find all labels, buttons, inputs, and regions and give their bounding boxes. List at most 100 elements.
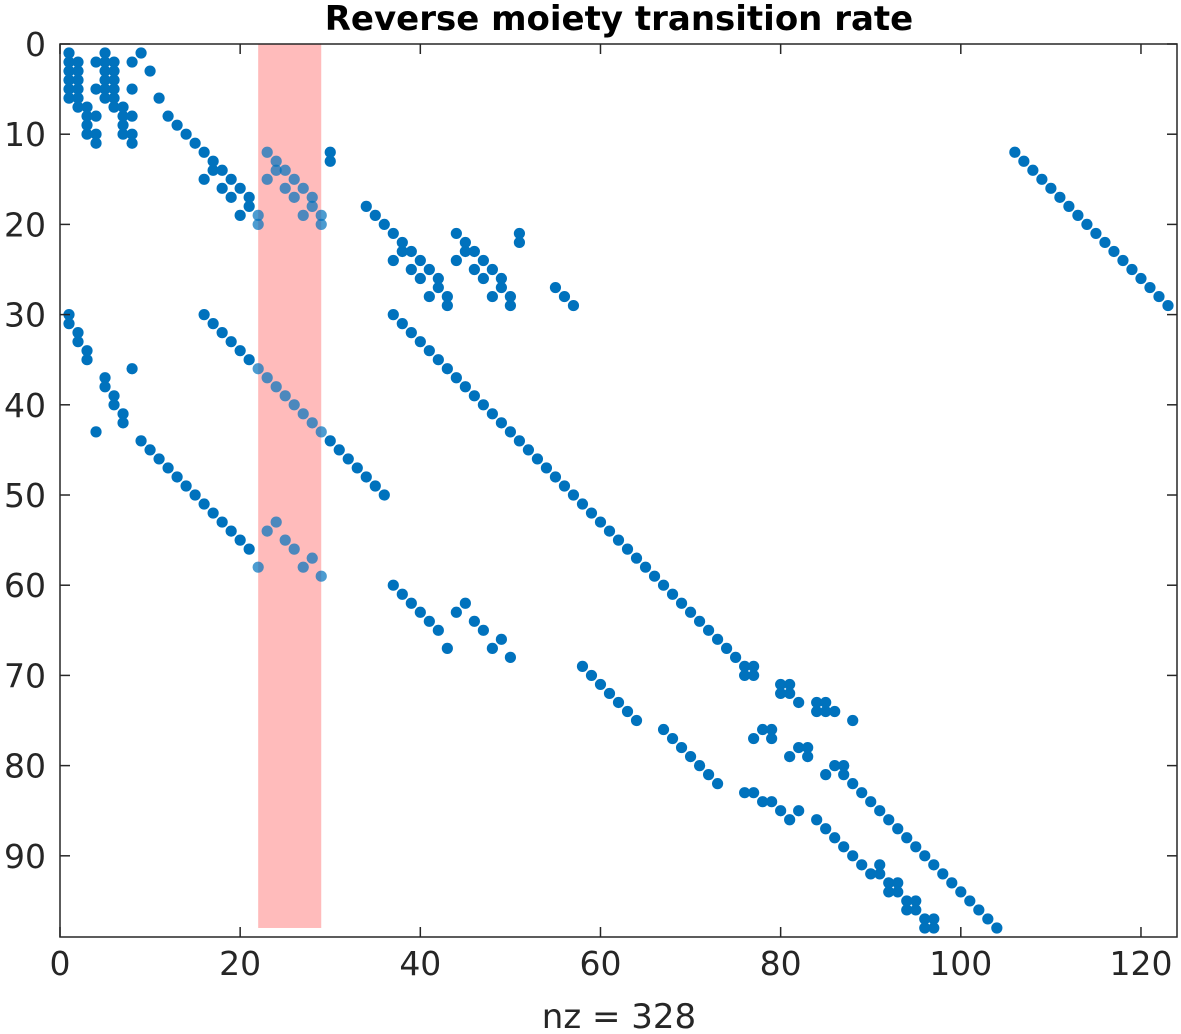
nonzero-marker	[234, 182, 246, 194]
nonzero-marker	[171, 119, 183, 131]
nonzero-marker	[856, 787, 868, 799]
nonzero-marker	[225, 336, 237, 348]
nonzero-marker	[63, 318, 75, 330]
nonzero-marker	[883, 886, 895, 898]
chart-title: Reverse moiety transition rate	[325, 0, 914, 39]
nonzero-marker	[630, 714, 643, 727]
nonzero-marker	[459, 381, 471, 393]
nonzero-marker	[847, 850, 859, 862]
nonzero-marker	[432, 624, 444, 636]
nonzero-marker	[567, 299, 580, 312]
nonzero-marker	[576, 660, 589, 672]
nonzero-marker	[910, 841, 922, 853]
nonzero-marker	[612, 534, 625, 546]
nonzero-marker	[351, 462, 363, 474]
nonzero-marker	[279, 164, 291, 176]
nonzero-marker	[72, 65, 84, 77]
nonzero-marker	[928, 859, 940, 871]
nonzero-marker	[486, 408, 498, 420]
nonzero-marker	[892, 823, 904, 835]
nonzero-marker	[243, 543, 255, 555]
nonzero-marker	[549, 471, 562, 483]
nonzero-marker	[225, 525, 237, 537]
nonzero-marker	[270, 155, 282, 167]
nonzero-marker	[594, 678, 607, 691]
nonzero-marker	[243, 200, 255, 212]
nonzero-marker	[937, 868, 949, 880]
nonzero-marker	[838, 760, 850, 772]
nonzero-marker	[207, 164, 219, 176]
nonzero-marker	[135, 47, 147, 59]
nonzero-marker	[720, 642, 733, 654]
nonzero-marker	[811, 696, 823, 709]
nonzero-marker	[558, 480, 571, 492]
nonzero-marker	[684, 750, 697, 763]
nonzero-marker	[315, 570, 327, 582]
nonzero-marker	[81, 354, 93, 366]
nonzero-marker	[784, 750, 796, 763]
nonzero-marker	[802, 741, 814, 754]
nonzero-marker	[306, 200, 318, 212]
nonzero-marker	[468, 390, 480, 402]
nonzero-marker	[504, 651, 517, 663]
nonzero-marker	[90, 128, 102, 140]
nonzero-marker	[639, 561, 652, 573]
nonzero-marker	[72, 83, 84, 95]
nonzero-marker	[279, 534, 291, 546]
nonzero-marker	[531, 453, 544, 465]
y-tick-label: 60	[4, 566, 46, 605]
nonzero-marker	[829, 760, 841, 772]
nonzero-marker	[748, 669, 760, 682]
nonzero-marker	[99, 74, 111, 86]
nonzero-marker	[90, 83, 102, 95]
nonzero-marker	[144, 444, 156, 456]
nonzero-marker	[892, 877, 904, 889]
nonzero-marker	[117, 417, 129, 429]
nonzero-marker	[414, 606, 426, 618]
nonzero-marker	[405, 597, 417, 609]
nonzero-marker	[856, 859, 868, 871]
nonzero-marker	[955, 886, 967, 898]
tick-layer: 0 20 40 60 80 100 120 0 10 20 30 40 50 60 70 80 90	[4, 25, 1177, 983]
nonzero-marker	[225, 191, 237, 203]
x-tick-label: 80	[760, 944, 802, 983]
nonzero-marker	[423, 345, 435, 357]
nonzero-marker	[874, 859, 886, 871]
nonzero-marker	[793, 805, 805, 817]
marker-layer	[63, 47, 1174, 934]
nonzero-marker	[189, 489, 201, 501]
y-tick-label: 0	[25, 25, 46, 64]
nonzero-marker	[396, 245, 408, 258]
nonzero-marker	[72, 327, 84, 339]
nonzero-marker	[261, 173, 273, 185]
nonzero-marker	[216, 164, 228, 176]
nonzero-marker	[405, 263, 417, 276]
nonzero-marker	[666, 588, 679, 600]
nonzero-marker	[108, 56, 120, 68]
nonzero-marker	[324, 155, 336, 167]
nonzero-marker	[928, 913, 940, 925]
nonzero-marker	[369, 480, 381, 492]
nonzero-marker	[693, 760, 706, 772]
nonzero-marker	[1009, 146, 1021, 158]
x-axis-label: nz = 328	[542, 997, 696, 1034]
nonzero-marker	[793, 696, 805, 709]
nonzero-marker	[711, 633, 724, 645]
nonzero-marker	[802, 750, 814, 763]
nonzero-marker	[81, 101, 93, 113]
nonzero-marker	[90, 426, 102, 438]
nonzero-marker	[342, 453, 354, 465]
nonzero-marker	[567, 489, 580, 501]
nonzero-marker	[81, 119, 93, 131]
nonzero-marker	[702, 624, 715, 636]
nonzero-marker	[288, 191, 300, 203]
nonzero-marker	[234, 534, 246, 546]
nonzero-marker	[63, 92, 75, 104]
nonzero-marker	[919, 913, 931, 925]
nonzero-marker	[495, 417, 507, 429]
nonzero-marker	[297, 408, 309, 420]
nonzero-marker	[315, 218, 327, 231]
nonzero-marker	[450, 227, 462, 240]
y-tick-label: 50	[4, 476, 46, 515]
nonzero-marker	[829, 832, 841, 844]
